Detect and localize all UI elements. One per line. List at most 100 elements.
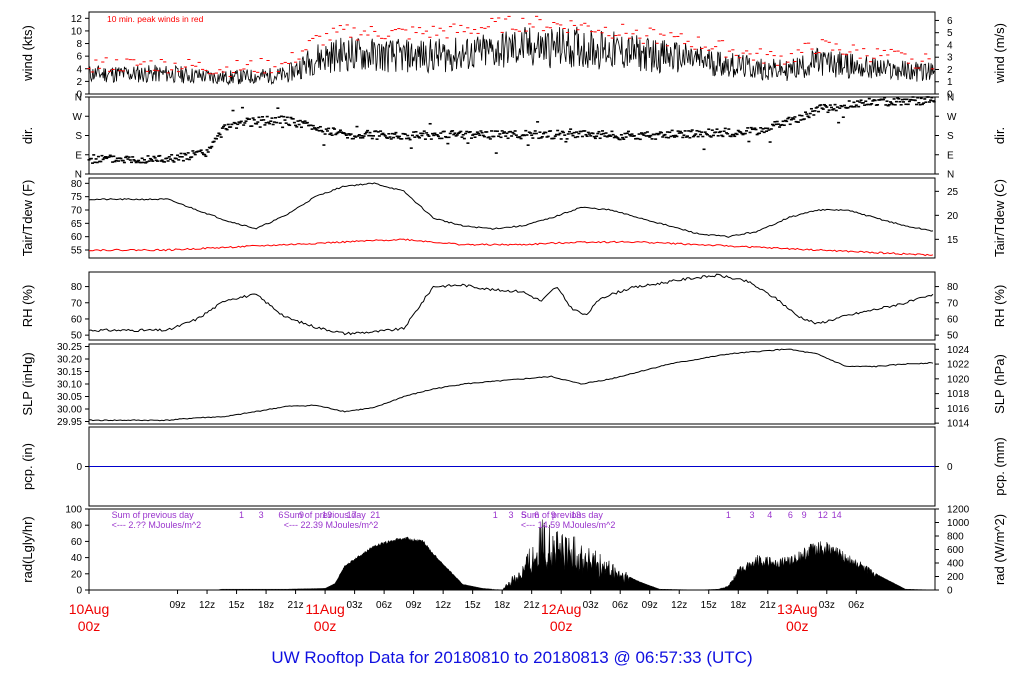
x-tick-label: 18z xyxy=(730,600,746,611)
rh-line xyxy=(88,273,934,336)
x-tick-label: 18z xyxy=(494,600,510,611)
x-tick-label: 21z xyxy=(288,600,304,611)
y-tick-label: 30.05 xyxy=(57,392,82,403)
sun-hour-mark: 9 xyxy=(299,510,304,520)
y-tick-label-right: 800 xyxy=(947,532,964,543)
y-tick-label: 10 xyxy=(71,26,83,37)
y-tick-label: 55 xyxy=(71,246,83,257)
y-tick-label-right: 6 xyxy=(947,16,953,27)
y-tick-label: 0 xyxy=(76,90,82,101)
y-tick-label-right: W xyxy=(947,112,957,123)
y-axis-label: wind (kts) xyxy=(20,25,35,82)
y-tick-label: 60 xyxy=(71,232,83,243)
y-tick-label: 4 xyxy=(76,64,82,75)
y-axis-label: pcp. (in) xyxy=(20,443,35,490)
x-tick-label: 12z xyxy=(435,600,451,611)
y-tick-label-right: 1024 xyxy=(947,345,970,356)
daily-sum-label: Sum of previous day xyxy=(112,510,195,520)
y-tick-label: N xyxy=(75,93,82,104)
y-tick-label: 80 xyxy=(71,282,83,293)
y-axis-label-right: Tair/Tdew (C) xyxy=(992,179,1007,257)
sun-hour-mark: 1 xyxy=(726,510,731,520)
y-tick-label-right: 200 xyxy=(947,572,964,583)
sun-hour-mark: 17 xyxy=(347,510,357,520)
x-tick-label: 09z xyxy=(406,600,422,611)
x-tick-label: 06z xyxy=(612,600,628,611)
x-tick-label: 09z xyxy=(169,600,185,611)
day-label: 13Aug xyxy=(777,601,817,617)
y-tick-label-right: 1016 xyxy=(947,404,970,415)
sun-hour-mark: 3 xyxy=(509,510,514,520)
y-tick-label-right: 0 xyxy=(947,586,953,597)
day-label: 12Aug xyxy=(541,601,581,617)
y-tick-label: 12 xyxy=(71,14,83,25)
x-tick-label: 03z xyxy=(819,600,835,611)
y-tick-label: 29.95 xyxy=(57,417,82,428)
sun-hour-mark: 9 xyxy=(551,510,556,520)
y-tick-label-right: 1 xyxy=(947,77,953,88)
panel-frame xyxy=(88,271,936,341)
slp-line xyxy=(88,348,934,422)
y-tick-label-right: 15 xyxy=(947,235,959,246)
y-tick-label: 8 xyxy=(76,39,82,50)
x-tick-label: 15z xyxy=(701,600,717,611)
y-tick-label: 2 xyxy=(76,77,82,88)
sun-hour-mark: 12 xyxy=(818,510,828,520)
y-tick-label: 70 xyxy=(71,206,83,217)
x-tick-label: 03z xyxy=(583,600,599,611)
y-tick-label: 30.10 xyxy=(57,380,82,391)
y-tick-label-right: 20 xyxy=(947,211,959,222)
daily-sum-value: <--- 14.59 MJoules/m^2 xyxy=(521,520,616,530)
y-tick-label-right: S xyxy=(947,131,954,142)
sun-hour-mark: 9 xyxy=(802,510,807,520)
x-tick-label: 06z xyxy=(848,600,864,611)
y-tick-label: 6 xyxy=(76,52,82,63)
y-tick-label-right: 5 xyxy=(947,28,953,39)
y-tick-label: 30.15 xyxy=(57,367,82,378)
tair-line xyxy=(88,182,934,238)
sun-hour-mark: 6 xyxy=(278,510,283,520)
sun-hour-mark: 5 xyxy=(521,510,526,520)
sun-hour-mark: 3 xyxy=(750,510,755,520)
x-tick-label: 21z xyxy=(760,600,776,611)
sun-hour-mark: 21 xyxy=(370,510,380,520)
x-tick-label: 18z xyxy=(258,600,274,611)
y-tick-label-right: 70 xyxy=(947,298,959,309)
daily-sum-value: <--- 2.?? MJoules/m^2 xyxy=(112,520,202,530)
y-tick-label-right: 1200 xyxy=(947,505,970,516)
y-tick-label: S xyxy=(75,131,82,142)
sun-hour-mark: 6 xyxy=(534,510,539,520)
sun-hour-mark: 3 xyxy=(259,510,264,520)
panel-frame xyxy=(88,177,936,259)
y-tick-label: 80 xyxy=(71,521,83,532)
y-tick-label: 60 xyxy=(71,537,83,548)
y-tick-label-right: 50 xyxy=(947,331,959,342)
panel-frame xyxy=(88,343,936,425)
y-axis-label-right: dir. xyxy=(992,127,1007,144)
y-tick-label: 70 xyxy=(71,298,83,309)
x-tick-label: 21z xyxy=(524,600,540,611)
y-tick-label: W xyxy=(73,112,83,123)
y-tick-label-right: 25 xyxy=(947,187,959,198)
sun-hour-mark: 1 xyxy=(493,510,498,520)
y-tick-label-right: E xyxy=(947,150,954,161)
x-tick-label: 12z xyxy=(671,600,687,611)
y-tick-label-right: 1020 xyxy=(947,374,970,385)
y-tick-label-right: 1018 xyxy=(947,389,970,400)
y-tick-label: 40 xyxy=(71,553,83,564)
y-tick-label-right: N xyxy=(947,93,954,104)
y-tick-label: 30.25 xyxy=(57,342,82,353)
y-tick-label: 100 xyxy=(65,505,82,516)
x-tick-label: 09z xyxy=(642,600,658,611)
y-axis-label: RH (%) xyxy=(20,285,35,328)
y-tick-label: E xyxy=(75,150,82,161)
sun-hour-mark: 4 xyxy=(767,510,772,520)
daily-sum-label: Sum of previous day xyxy=(284,510,367,520)
y-tick-label-right: N xyxy=(947,170,954,181)
sun-hour-mark: 6 xyxy=(788,510,793,520)
y-tick-label-right: 3 xyxy=(947,53,953,64)
y-tick-label-right: 1014 xyxy=(947,419,970,430)
x-tick-label: 12z xyxy=(199,600,215,611)
y-axis-label-right: SLP (hPa) xyxy=(992,354,1007,414)
